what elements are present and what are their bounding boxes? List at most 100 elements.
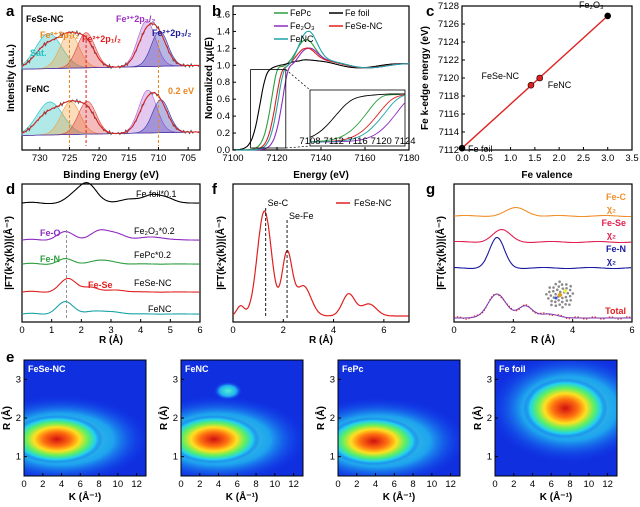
atom-carbon	[560, 283, 564, 286]
panel-a-xlabel: Binding Energy (eV)	[63, 170, 159, 181]
x-tick-label: 3.0	[601, 153, 614, 164]
x-tick-label: 10	[427, 479, 438, 490]
atom-carbon	[565, 286, 568, 290]
panel-label-c: c	[426, 3, 434, 20]
x-tick-label: 4	[138, 325, 143, 336]
atom-carbon	[564, 302, 567, 306]
x-tick-label: 1	[49, 325, 54, 336]
atom-carbon	[565, 283, 568, 286]
legend-label: FeSe-NC	[345, 21, 383, 31]
y-tick-label: 2	[173, 413, 178, 424]
ft-series-label: FeNC	[148, 304, 172, 314]
x-tick-label: 4	[331, 325, 336, 336]
map-xlabel: K (Å⁻¹)	[540, 490, 573, 503]
x-tick-label: 4	[373, 479, 378, 490]
atom-carbon	[561, 287, 565, 290]
y-tick-label: 7122	[438, 55, 459, 66]
point-label: Fe₂O₃	[579, 0, 604, 10]
map-ylabel: R (Å)	[0, 406, 13, 430]
panel-g-plot: Fe-C χ₂ Fe-Se χ₂ Fe-N χ₂ Total	[453, 192, 633, 320]
atom-selenium	[563, 289, 567, 293]
map-title: Fe foil	[499, 364, 526, 374]
y-tick-label: 1.6	[217, 9, 230, 20]
inset-line-FeNC	[310, 94, 406, 143]
x-tick-label: 5	[168, 325, 173, 336]
panel-d-frame	[21, 183, 201, 323]
panel-b-xlabel: Energy (eV)	[293, 170, 349, 181]
x-tick-label: 4	[59, 479, 64, 490]
panel-b-legend: FePc Fe foil Fe₂O₃ FeSe-NC FeNC	[274, 8, 383, 44]
map-secondary	[213, 381, 242, 400]
x-tick-label: 2	[197, 479, 202, 490]
atom-carbon	[566, 291, 570, 295]
x-tick-label: 12	[288, 479, 299, 490]
component-chi-label: χ₂	[607, 256, 616, 266]
atom-carbon	[557, 298, 560, 302]
y-tick-label: 3	[173, 374, 178, 385]
x-tick-label: 10	[270, 479, 281, 490]
ann-fe3-2p32: Fe³⁺2p₃/₂	[116, 14, 155, 24]
y-tick-label: 7128	[438, 1, 459, 12]
atom-carbon	[561, 305, 564, 309]
point-label: FeNC	[548, 80, 572, 90]
y-tick-label: 3	[330, 374, 335, 385]
x-tick-label: 2	[511, 325, 516, 336]
panel-a-sample-1: FeSe-NC	[26, 14, 64, 24]
bond-label: Se-C	[268, 198, 289, 208]
total-fit	[454, 293, 632, 319]
ft-series-label: Fe₂O₃*0.2	[134, 226, 175, 236]
x-tick-label: 7120	[266, 153, 287, 164]
atom-carbon	[565, 299, 569, 302]
ft-series-label: Fe foil*0.1	[136, 189, 177, 199]
map-hotspot	[523, 378, 608, 439]
panel-g-ticks: 0 2 4 6	[451, 319, 635, 336]
point-FeNC	[536, 74, 544, 82]
ft-series-label: FePc*0.2	[134, 250, 171, 260]
y-tick-label: 0.2	[217, 128, 230, 139]
map-ylabel: R (Å)	[314, 406, 327, 430]
panel-c-ylabel: Fe k-edge energy (eV)	[420, 26, 431, 130]
atom-carbon	[568, 303, 571, 306]
point-FeO	[604, 12, 612, 20]
x-tick-label: 12	[602, 479, 613, 490]
inset-tick-label: 7116	[347, 136, 367, 147]
xanes-line-Fefoil	[233, 59, 410, 151]
map-xlabel: K (Å⁻¹)	[383, 490, 416, 503]
panel-g-xlabel: R (Å)	[531, 333, 555, 346]
map-intensity	[181, 381, 303, 476]
panel-f-xlabel: R (Å)	[309, 333, 333, 346]
panel-f-ticks: 0 2 4 6	[230, 319, 387, 336]
panel-d-ticks: 0 1 2 3 4 5 6	[19, 319, 203, 336]
ft-line-FeSeNC	[21, 277, 200, 293]
inset-frame	[309, 89, 406, 147]
point-label: Fe foil	[468, 144, 493, 154]
ann-fe3-2p12: Fe³⁺2p₁/₂	[40, 30, 79, 40]
y-tick-label: 3	[16, 374, 21, 385]
zoom-box	[250, 69, 287, 149]
y-tick-label: 3	[487, 374, 492, 385]
x-tick-label: 0	[335, 479, 340, 490]
panel-f-ylabel: |FT(k²χ(k))|(Å⁻³)	[214, 216, 227, 290]
panel-f-frame	[232, 183, 410, 323]
legend-label: FeNC	[290, 34, 314, 44]
map-xlabel: K (Å⁻¹)	[69, 490, 102, 503]
map-hotspot	[338, 417, 420, 466]
atom-carbon	[552, 289, 555, 293]
fese-nc-ft-line	[232, 210, 409, 317]
ft-annotation: Fe-O	[40, 228, 61, 238]
atom-carbon	[552, 286, 555, 289]
x-tick-label: 2.0	[553, 153, 566, 164]
panel-d-ylabel: |FT(k²χ(k))|(Å⁻³)	[2, 216, 15, 290]
panel-c-ticks: 0.0 0.5 1.0 1.5 2.0 2.5 3.0 3.5 7112 7114 7116 7118…	[438, 1, 639, 164]
molecule-icon	[545, 280, 575, 309]
x-tick-label: 6	[549, 479, 554, 490]
x-tick-label: 4	[530, 479, 535, 490]
component-label: Fe-C	[606, 192, 627, 202]
map-ylabel: R (Å)	[157, 406, 170, 430]
x-tick-label: 715	[121, 153, 137, 164]
x-tick-label: 4	[570, 325, 575, 336]
atom-carbon	[554, 304, 558, 308]
x-tick-label: 6	[197, 325, 202, 336]
